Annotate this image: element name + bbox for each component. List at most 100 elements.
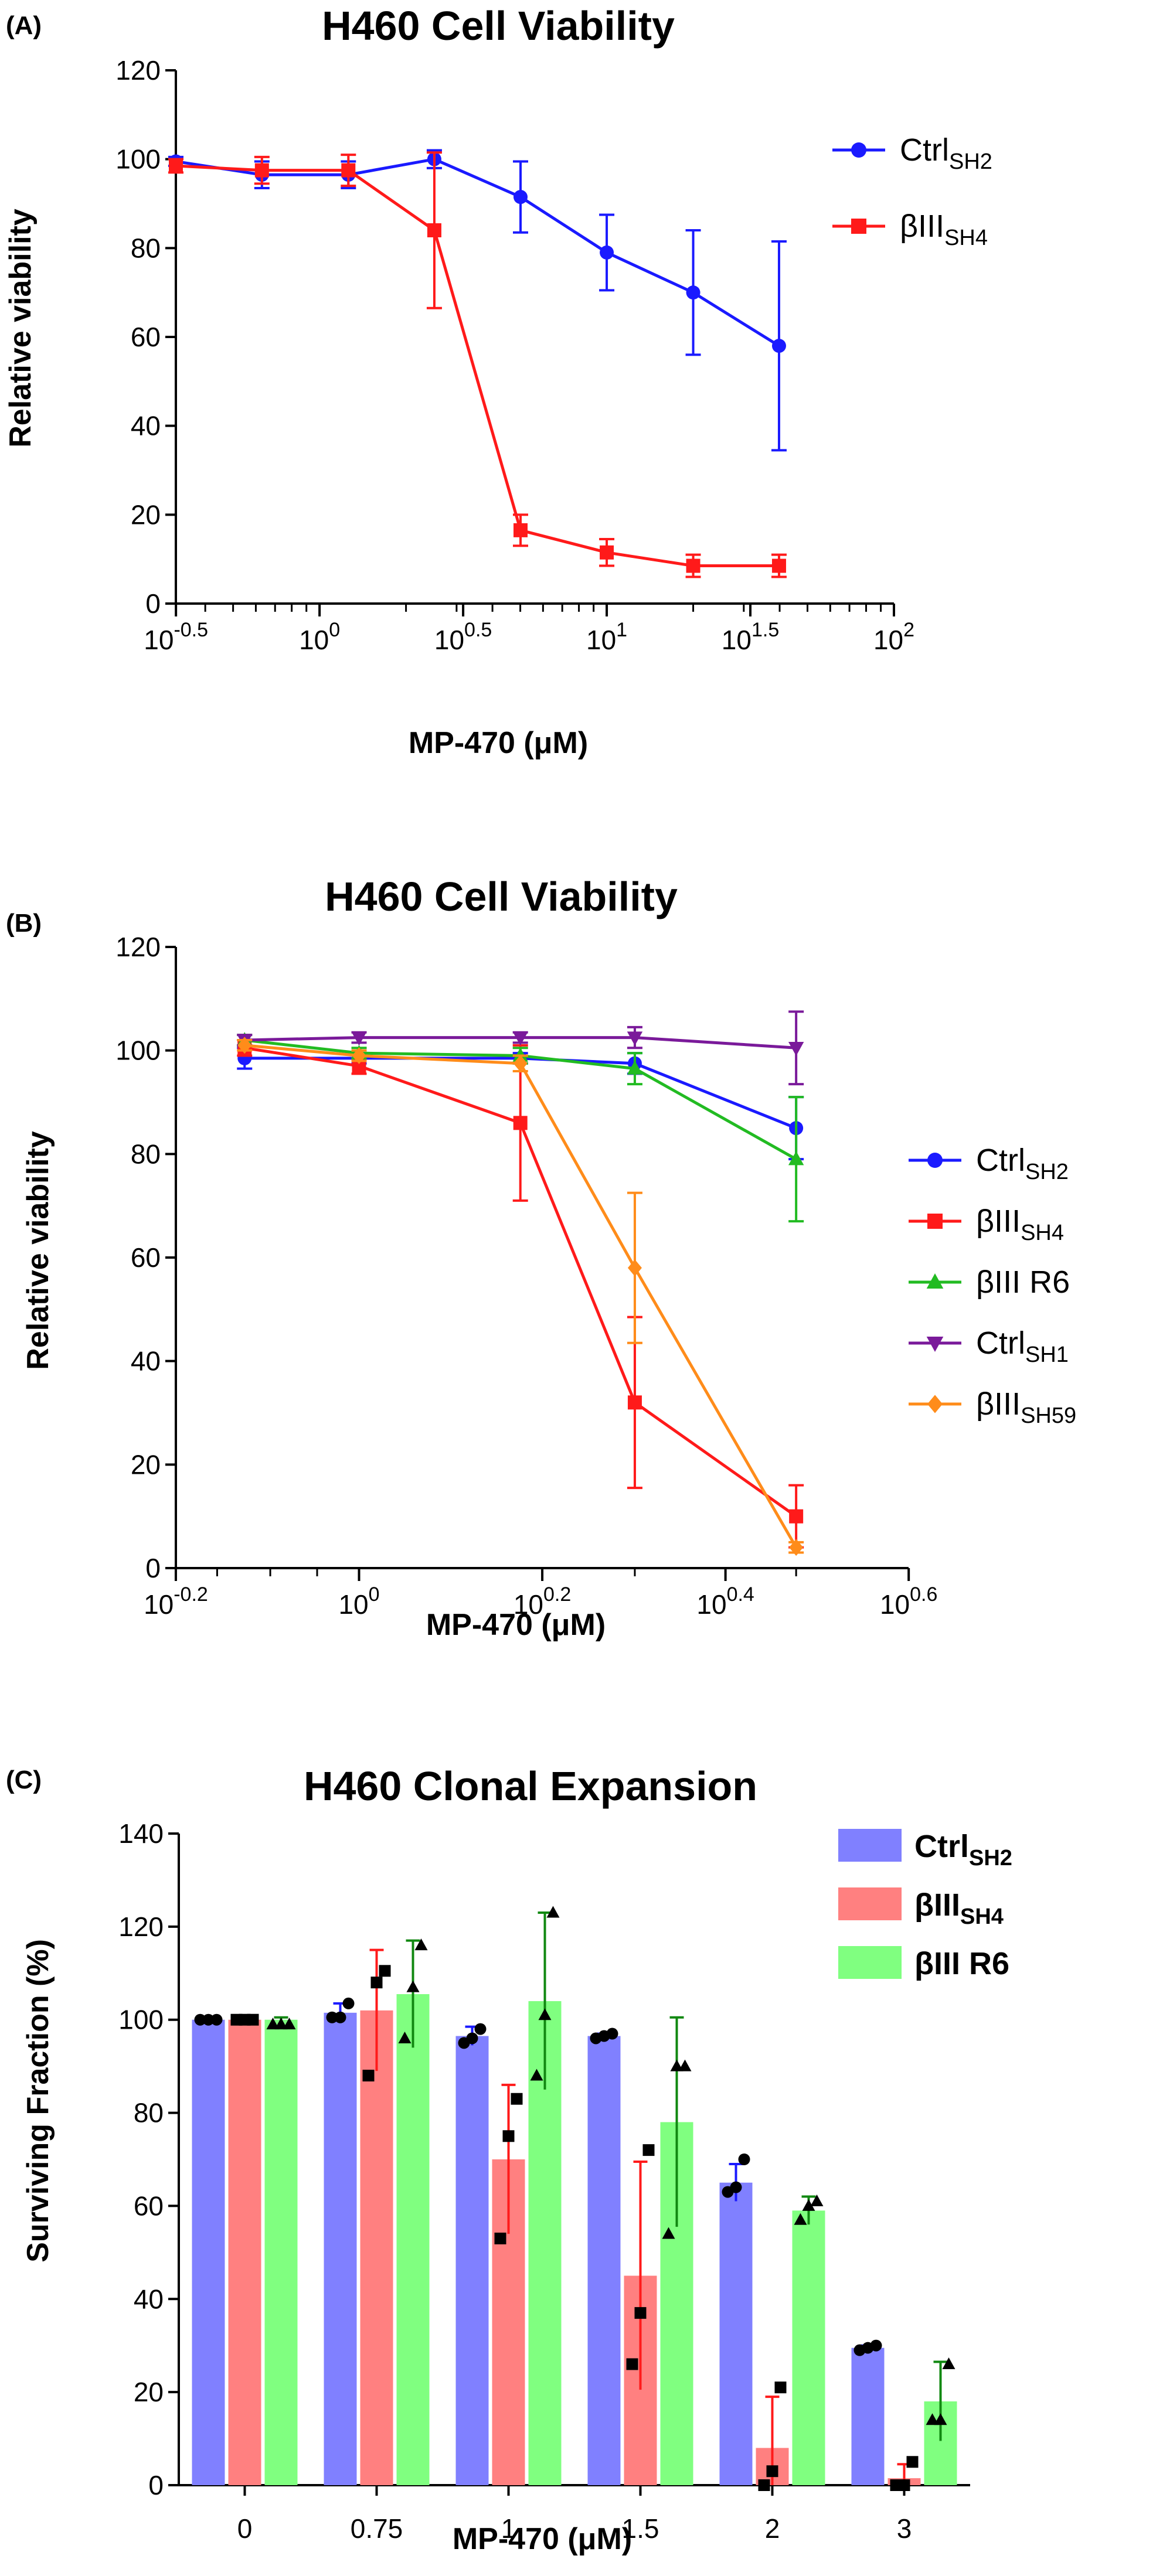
series-4: [237, 1037, 804, 1556]
replicate-point: [934, 2413, 947, 2425]
bar: [360, 2010, 393, 2485]
replicate-point: [379, 1965, 391, 1977]
x-tick-label: 101: [586, 619, 627, 655]
data-point: [627, 1060, 643, 1075]
data-point: [514, 523, 528, 537]
data-point: [600, 545, 614, 560]
replicate-point: [414, 1938, 428, 1951]
replicate-point: [606, 2028, 618, 2040]
x-tick-label: 100.4: [696, 1583, 754, 1620]
y-tick-label: 0: [145, 588, 161, 619]
data-point: [513, 1055, 528, 1072]
data-point: [351, 1031, 367, 1046]
bar: [228, 2019, 261, 2485]
data-point: [512, 1031, 528, 1046]
y-tick-label: 20: [131, 499, 161, 530]
panel-a-xlabel: MP-470 (μM): [409, 726, 588, 760]
legend-label: CtrlSH2: [976, 1143, 1069, 1184]
replicate-point: [466, 2032, 478, 2045]
panel-c-title: H460 Clonal Expansion: [304, 1763, 757, 1809]
replicate-point: [342, 1997, 355, 2009]
y-tick-label: 120: [115, 932, 161, 962]
data-point: [627, 1395, 642, 1410]
x-tick-label: 100.5: [434, 619, 492, 655]
series-line: [175, 158, 780, 347]
panel-c-ylabel: Surviving Fraction (%): [21, 1939, 55, 2262]
replicate-point: [202, 2013, 215, 2026]
y-tick-label: 20: [134, 2377, 164, 2407]
x-tick-label: 3: [897, 2513, 912, 2544]
data-point: [513, 1116, 528, 1130]
legend-marker: [927, 1214, 943, 1229]
panel-b-label: (B): [6, 909, 42, 938]
data-point: [771, 339, 786, 353]
y-tick-label: 40: [134, 2284, 164, 2314]
replicate-point: [398, 2031, 412, 2043]
replicate-point: [474, 2023, 487, 2035]
y-tick-label: 120: [118, 1911, 164, 1942]
y-tick-label: 100: [118, 2005, 164, 2035]
replicate-point: [502, 2130, 515, 2142]
replicate-point: [634, 2307, 647, 2319]
legend-label: CtrlSH2: [914, 1829, 1012, 1870]
y-tick-label: 20: [131, 1449, 161, 1480]
replicate-point: [678, 2059, 692, 2071]
legend-label: CtrlSH1: [976, 1326, 1069, 1367]
y-tick-label: 140: [118, 1818, 164, 1849]
bar: [851, 2347, 885, 2485]
legend-marker: [927, 1153, 943, 1168]
bar: [455, 2036, 489, 2485]
series-1: [168, 151, 787, 578]
data-point: [627, 1031, 643, 1046]
replicate-point: [247, 2013, 259, 2026]
data-point: [254, 163, 269, 178]
panel-b-xlabel: MP-470 (μM): [426, 1608, 606, 1642]
x-tick-label: 100: [338, 1583, 379, 1620]
replicate-point: [334, 2011, 346, 2023]
data-point: [686, 285, 700, 300]
series-line: [175, 164, 779, 568]
bar-series-2: [264, 1906, 957, 2485]
x-tick-label: 100: [299, 619, 340, 655]
replicate-point: [730, 2181, 742, 2193]
replicate-point: [766, 2465, 778, 2478]
legend-swatch: [838, 1829, 902, 1862]
legend-swatch: [838, 1887, 902, 1920]
y-tick-label: 40: [131, 411, 161, 441]
replicate-point: [906, 2456, 919, 2468]
bar: [324, 2012, 357, 2485]
replicate-point: [546, 1906, 560, 1918]
y-tick-label: 60: [134, 2190, 164, 2221]
legend-marker: [926, 1273, 944, 1289]
y-tick-label: 100: [115, 144, 161, 175]
data-point: [789, 1539, 804, 1556]
replicate-point: [406, 1980, 420, 1992]
replicate-point: [802, 2199, 815, 2211]
data-point: [514, 190, 528, 205]
y-tick-label: 80: [134, 2098, 164, 2128]
y-tick-label: 40: [131, 1346, 161, 1376]
data-point: [789, 1509, 804, 1524]
x-tick-label: 0.75: [351, 2513, 403, 2544]
replicate-point: [810, 2194, 824, 2206]
y-tick-label: 60: [131, 1242, 161, 1273]
replicate-point: [942, 2357, 955, 2369]
data-point: [352, 1047, 366, 1064]
x-tick-label: 100.2: [514, 1583, 571, 1620]
replicate-point: [494, 2233, 506, 2245]
bar-series-0: [192, 1997, 885, 2485]
replicate-point: [194, 2013, 206, 2026]
bar: [719, 2182, 753, 2485]
bar: [396, 1994, 430, 2485]
y-tick-label: 60: [131, 322, 161, 352]
replicate-point: [794, 2213, 807, 2225]
x-tick-label: 100.6: [880, 1583, 937, 1620]
panel-a-ylabel: Relative viability: [4, 209, 38, 448]
bar-series-1: [228, 1948, 921, 2491]
y-tick-label: 80: [131, 1139, 161, 1169]
replicate-point: [283, 2018, 296, 2030]
replicate-point: [210, 2013, 223, 2026]
replicate-point: [774, 2381, 787, 2394]
legend-swatch: [838, 1946, 902, 1979]
